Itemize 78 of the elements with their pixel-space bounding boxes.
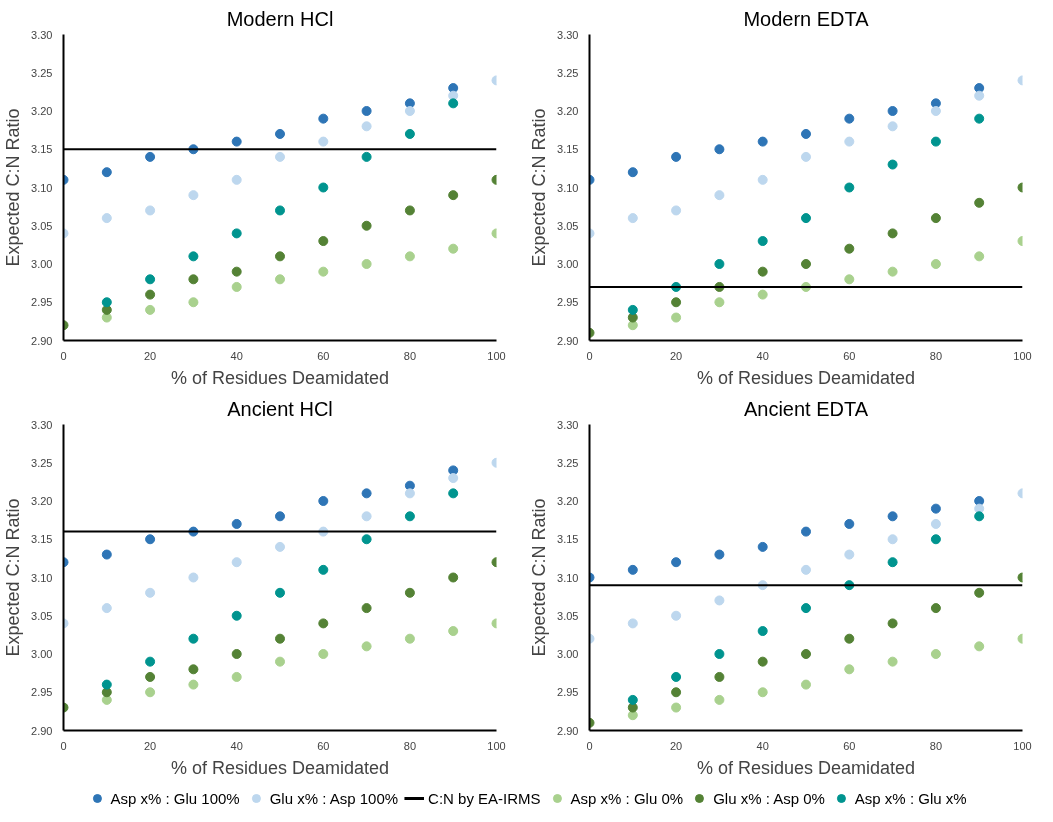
chart-title: Modern EDTA (743, 7, 870, 30)
y-tick-label: 3.25 (557, 456, 579, 469)
x-tick-label: 80 (403, 739, 417, 752)
y-tick-label: 3.05 (557, 219, 579, 232)
x-axis-title: % of Residues Deamidated (696, 367, 916, 388)
x-tick-label: 40 (230, 739, 243, 752)
y-tick-label: 3.20 (31, 495, 53, 507)
y-tick-label: 3.30 (31, 418, 53, 431)
y-tick-label: 3.25 (31, 456, 53, 469)
y-axis-title: Expected C:N Ratio (529, 108, 550, 267)
y-tick-label: 3.00 (31, 648, 53, 660)
y-tick-label: 3.10 (557, 571, 579, 584)
y-tick-label: 2.95 (31, 296, 53, 309)
y-tick-label: 3.05 (31, 609, 53, 622)
x-tick-label: 60 (843, 349, 856, 362)
y-tick-label: 3.20 (557, 495, 579, 507)
y-tick-label: 2.95 (557, 686, 579, 699)
x-tick-label: 100 (1013, 349, 1032, 362)
legend-label: Asp x% : Glu x% (854, 789, 967, 807)
x-tick-label: 100 (487, 349, 506, 362)
y-tick-label: 2.90 (557, 334, 579, 347)
x-axis-title: % of Residues Deamidated (696, 757, 916, 778)
x-tick-label: 100 (487, 739, 506, 752)
x-tick-label: 60 (317, 739, 330, 752)
y-tick-label: 3.30 (31, 28, 53, 41)
y-axis-title: Expected C:N Ratio (3, 498, 24, 657)
legend-label: Asp x% : Glu 0% (570, 789, 684, 807)
x-tick-label: 20 (143, 349, 157, 362)
y-tick-label: 3.10 (31, 181, 53, 194)
y-tick-label: 3.10 (557, 181, 579, 194)
y-tick-label: 3.20 (31, 105, 53, 117)
y-tick-label: 3.00 (31, 258, 53, 270)
x-tick-label: 40 (756, 349, 769, 362)
x-tick-label: 60 (317, 349, 330, 362)
chart-title: Modern HCl (226, 7, 334, 30)
y-tick-label: 3.15 (31, 143, 53, 156)
y-tick-label: 3.15 (31, 533, 53, 546)
y-tick-label: 3.30 (557, 418, 579, 431)
y-tick-label: 3.25 (31, 66, 53, 79)
y-tick-label: 3.30 (557, 28, 579, 41)
x-tick-label: 40 (756, 739, 769, 752)
y-tick-label: 2.90 (557, 724, 579, 737)
y-tick-label: 3.00 (557, 258, 579, 270)
legend-label: Glu x% : Asp 100% (269, 789, 399, 807)
x-tick-label: 0 (60, 349, 67, 362)
y-axis-title: Expected C:N Ratio (3, 108, 24, 267)
y-tick-label: 3.05 (557, 609, 579, 622)
legend-label: Glu x% : Asp 0% (713, 789, 825, 807)
y-tick-label: 3.10 (31, 571, 53, 584)
x-tick-label: 60 (843, 739, 856, 752)
y-axis-title: Expected C:N Ratio (529, 498, 550, 657)
x-tick-label: 0 (60, 739, 67, 752)
x-tick-label: 80 (929, 349, 943, 362)
x-tick-label: 0 (586, 739, 593, 752)
legend-label: C:N by EA-IRMS (428, 789, 541, 807)
chart-title: Ancient EDTA (743, 397, 869, 420)
x-tick-label: 20 (669, 349, 683, 362)
x-tick-label: 0 (586, 349, 593, 362)
y-tick-label: 2.95 (557, 296, 579, 309)
x-tick-label: 40 (230, 349, 243, 362)
y-tick-label: 3.00 (557, 648, 579, 660)
x-tick-label: 20 (669, 739, 683, 752)
chart-title: Ancient HCl (227, 397, 333, 420)
y-tick-label: 3.20 (557, 105, 579, 117)
x-tick-label: 20 (143, 739, 157, 752)
x-axis-title: % of Residues Deamidated (170, 757, 390, 778)
legend-label: Asp x% : Glu 100% (110, 789, 240, 807)
y-tick-label: 2.90 (31, 334, 53, 347)
x-tick-label: 80 (403, 349, 417, 362)
y-tick-label: 3.15 (557, 533, 579, 546)
x-tick-label: 80 (929, 739, 943, 752)
y-tick-label: 3.05 (31, 219, 53, 232)
y-tick-label: 2.90 (31, 724, 53, 737)
y-tick-label: 2.95 (31, 686, 53, 699)
x-tick-label: 100 (1013, 739, 1032, 752)
y-tick-label: 3.25 (557, 66, 579, 79)
y-tick-label: 3.15 (557, 143, 579, 156)
x-axis-title: % of Residues Deamidated (170, 367, 390, 388)
